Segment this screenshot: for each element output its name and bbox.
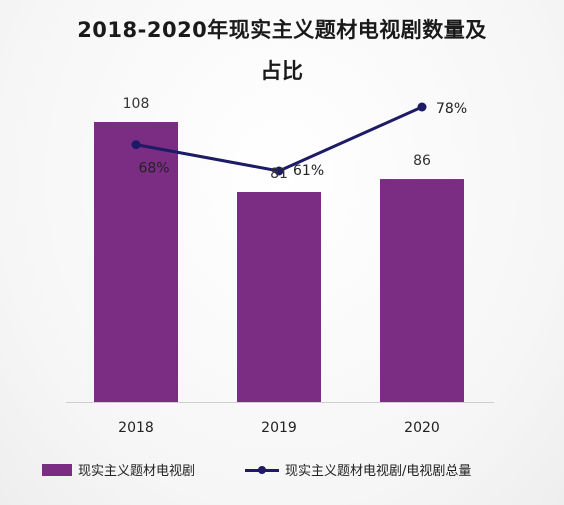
x-tick-label-2018: 2018 xyxy=(118,420,154,436)
bar-2020 xyxy=(380,179,464,402)
chart-title-line-2: 占比 xyxy=(260,59,304,83)
line-value-label-2020: 78% xyxy=(436,101,467,117)
x-tick-label-2019: 2019 xyxy=(261,420,297,436)
line-value-label-2019: 61% xyxy=(293,163,324,179)
legend-item-bar-series: 现实主义题材电视剧 xyxy=(42,460,195,479)
bar-2019 xyxy=(237,192,321,402)
line-series-path xyxy=(135,105,423,173)
legend-label-bar-series: 现实主义题材电视剧 xyxy=(78,464,196,479)
legend-label-line-series: 现实主义题材电视剧/电视剧总量 xyxy=(285,464,472,479)
bar-2018 xyxy=(94,122,178,402)
bars-layer xyxy=(94,122,464,402)
line-value-label-2018: 68% xyxy=(138,161,169,177)
legend-swatch-line xyxy=(245,464,279,476)
chart-title-line-1: 2018-2020年现实主义题材电视剧数量及 xyxy=(77,18,487,42)
legend: 现实主义题材电视剧 现实主义题材电视剧/电视剧总量 xyxy=(0,460,564,484)
labels-layer: 108 81 86 2018 2019 2020 68% 61% 78% xyxy=(118,96,467,436)
legend-swatch-bar xyxy=(42,463,72,476)
x-tick-label-2020: 2020 xyxy=(404,420,440,436)
bar-value-label-2018: 108 xyxy=(123,96,150,112)
line-point-2020 xyxy=(417,102,427,112)
bar-value-label-2020: 86 xyxy=(413,153,431,169)
line-layer xyxy=(131,102,427,176)
line-point-2018 xyxy=(131,140,141,150)
legend-item-line-series: 现实主义题材电视剧/电视剧总量 xyxy=(245,460,471,479)
line-point-2019 xyxy=(274,166,284,176)
bar-value-label-2019: 81 xyxy=(270,166,288,182)
combo-chart: 108 81 86 2018 2019 2020 68% 61% 78% xyxy=(66,96,494,436)
